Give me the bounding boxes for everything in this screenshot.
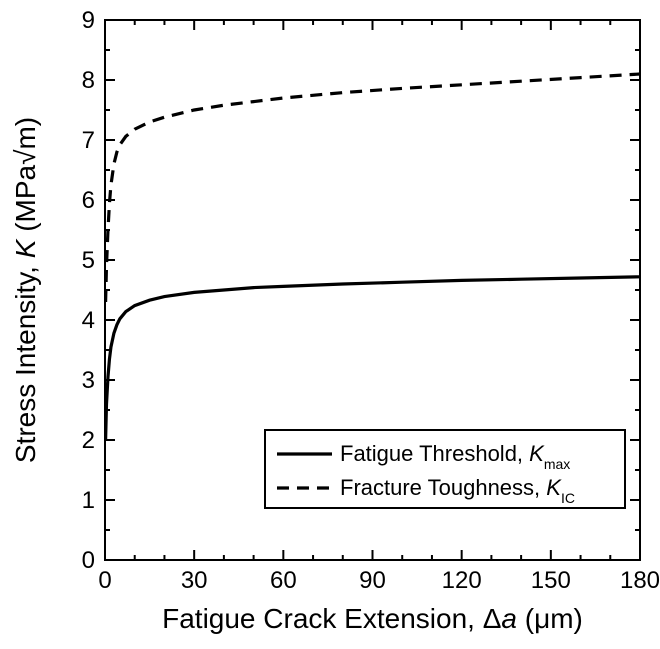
y-axis-title: Stress Intensity, K (MPa√m) — [10, 117, 41, 463]
y-tick-label: 7 — [82, 127, 95, 154]
y-tick-label: 6 — [82, 187, 95, 214]
y-tick-label: 0 — [82, 547, 95, 574]
x-tick-label: 120 — [442, 567, 482, 594]
x-tick-label: 30 — [181, 567, 208, 594]
y-tick-label: 3 — [82, 367, 95, 394]
y-tick-label: 5 — [82, 247, 95, 274]
x-tick-label: 180 — [620, 567, 660, 594]
chart-svg: 0 30 60 90 120 150 180 0 1 2 3 4 5 6 7 8 9 Fatigue Crack … — [0, 0, 660, 649]
y-tick-label: 4 — [82, 307, 95, 334]
stress-intensity-chart: 0 30 60 90 120 150 180 0 1 2 3 4 5 6 7 8 9 Fatigue Crack … — [0, 0, 660, 649]
x-tick-label: 0 — [98, 567, 111, 594]
x-tick-label: 90 — [359, 567, 386, 594]
x-tick-label: 60 — [270, 567, 297, 594]
y-tick-label: 2 — [82, 427, 95, 454]
x-axis-title: Fatigue Crack Extension, Δa (μm) — [162, 603, 583, 634]
y-tick-label: 8 — [82, 67, 95, 94]
y-tick-label: 9 — [82, 7, 95, 34]
x-tick-label: 150 — [531, 567, 571, 594]
chart-background — [0, 0, 660, 649]
y-tick-label: 1 — [82, 487, 95, 514]
